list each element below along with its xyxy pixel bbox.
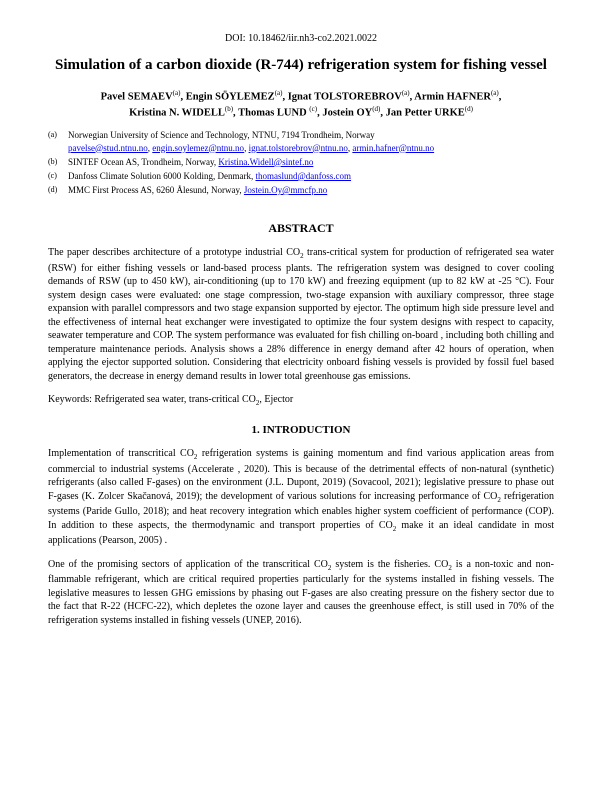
- email-link[interactable]: engin.soylemez@ntnu.no: [152, 143, 244, 153]
- author: Pavel SEMAEV: [101, 92, 173, 103]
- affil-label: (d): [48, 184, 68, 196]
- email-link[interactable]: armin.hafner@ntnu.no: [352, 143, 434, 153]
- text-run: , Ejector: [259, 394, 293, 405]
- author: , Engin SÖYLEMEZ: [180, 92, 274, 103]
- affil-org: Norwegian University of Science and Tech…: [68, 130, 375, 140]
- author: , Jan Petter URKE: [380, 108, 464, 119]
- affiliation-row: (b) SINTEF Ocean AS, Trondheim, Norway, …: [48, 156, 554, 168]
- intro-paragraph-2: One of the promising sectors of applicat…: [48, 558, 554, 627]
- abstract-heading: ABSTRACT: [48, 220, 554, 236]
- text-run: trans-critical system for production of …: [48, 247, 554, 381]
- doi-line: DOI: 10.18462/iir.nh3-co2.2021.0022: [48, 32, 554, 46]
- text-run: The paper describes architecture of a pr…: [48, 247, 300, 258]
- text-run: system is the fisheries. CO: [331, 559, 448, 570]
- authors-block: Pavel SEMAEV(a), Engin SÖYLEMEZ(a), Igna…: [48, 89, 554, 121]
- email-link[interactable]: Jostein.Oy@mmcfp.no: [244, 185, 327, 195]
- text-run: One of the promising sectors of applicat…: [48, 559, 328, 570]
- email-link[interactable]: Kristina.Widell@sintef.no: [218, 157, 313, 167]
- affiliation-row: (a) Norwegian University of Science and …: [48, 129, 554, 153]
- author: , Jostein OY: [317, 108, 372, 119]
- paper-title: Simulation of a carbon dioxide (R-744) r…: [48, 56, 554, 76]
- affil-text: Norwegian University of Science and Tech…: [68, 129, 554, 153]
- affil-text: Danfoss Climate Solution 6000 Kolding, D…: [68, 170, 554, 182]
- affil-org: Danfoss Climate Solution 6000 Kolding, D…: [68, 171, 255, 181]
- affiliations-block: (a) Norwegian University of Science and …: [48, 129, 554, 196]
- author-sup: (a): [491, 89, 499, 97]
- author-sup: (c): [309, 105, 317, 113]
- intro-paragraph-1: Implementation of transcritical CO2 refr…: [48, 447, 554, 547]
- affiliation-row: (d) MMC First Process AS, 6260 Ålesund, …: [48, 184, 554, 196]
- author: , Ignat TOLSTOREBROV: [282, 92, 401, 103]
- affil-org: MMC First Process AS, 6260 Ålesund, Norw…: [68, 185, 244, 195]
- author: , Armin HAFNER: [410, 92, 491, 103]
- email-link[interactable]: pavelse@stud.ntnu.no: [68, 143, 148, 153]
- affil-org: SINTEF Ocean AS, Trondheim, Norway,: [68, 157, 218, 167]
- affil-text: SINTEF Ocean AS, Trondheim, Norway, Kris…: [68, 156, 554, 168]
- text-run: Keywords: Refrigerated sea water, trans-…: [48, 394, 256, 405]
- affil-label: (b): [48, 156, 68, 168]
- affiliation-row: (c) Danfoss Climate Solution 6000 Koldin…: [48, 170, 554, 182]
- affil-label: (c): [48, 170, 68, 182]
- author-sup: (b): [225, 105, 233, 113]
- section-heading: 1. INTRODUCTION: [48, 423, 554, 438]
- email-link[interactable]: thomaslund@danfoss.com: [255, 171, 351, 181]
- text-run: Implementation of transcritical CO: [48, 448, 194, 459]
- abstract-paragraph: The paper describes architecture of a pr…: [48, 246, 554, 383]
- author: , Thomas LUND: [233, 108, 309, 119]
- keywords-line: Keywords: Refrigerated sea water, trans-…: [48, 393, 554, 408]
- email-link[interactable]: ignat.tolstorebrov@ntnu.no: [249, 143, 348, 153]
- affil-text: MMC First Process AS, 6260 Ålesund, Norw…: [68, 184, 554, 196]
- author-sup: (a): [402, 89, 410, 97]
- author-sup: (d): [465, 105, 473, 113]
- author: Kristina N. WIDELL: [129, 108, 225, 119]
- affil-label: (a): [48, 129, 68, 153]
